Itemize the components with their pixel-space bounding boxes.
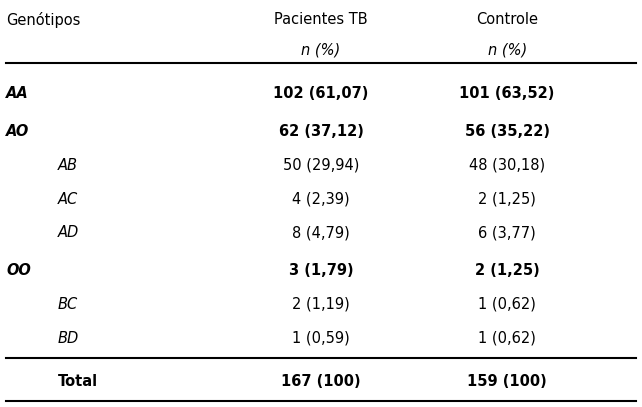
Text: AC: AC bbox=[58, 192, 78, 206]
Text: 159 (100): 159 (100) bbox=[467, 374, 547, 389]
Text: 102 (61,07): 102 (61,07) bbox=[273, 86, 369, 101]
Text: Pacientes TB: Pacientes TB bbox=[274, 12, 368, 27]
Text: AA: AA bbox=[6, 86, 29, 101]
Text: 62 (37,12): 62 (37,12) bbox=[279, 124, 363, 139]
Text: AO: AO bbox=[6, 124, 30, 139]
Text: 3 (1,79): 3 (1,79) bbox=[289, 263, 353, 278]
Text: 2 (1,25): 2 (1,25) bbox=[478, 192, 536, 206]
Text: 101 (63,52): 101 (63,52) bbox=[460, 86, 555, 101]
Text: 2 (1,19): 2 (1,19) bbox=[292, 297, 350, 312]
Text: 1 (0,62): 1 (0,62) bbox=[478, 297, 536, 312]
Text: OO: OO bbox=[6, 263, 31, 278]
Text: 8 (4,79): 8 (4,79) bbox=[292, 225, 350, 240]
Text: BC: BC bbox=[58, 297, 78, 312]
Text: n (%): n (%) bbox=[487, 43, 527, 58]
Text: 50 (29,94): 50 (29,94) bbox=[283, 158, 359, 173]
Text: 56 (35,22): 56 (35,22) bbox=[465, 124, 550, 139]
Text: 48 (30,18): 48 (30,18) bbox=[469, 158, 545, 173]
Text: Controle: Controle bbox=[476, 12, 538, 27]
Text: AD: AD bbox=[58, 225, 79, 240]
Text: 1 (0,62): 1 (0,62) bbox=[478, 331, 536, 346]
Text: 4 (2,39): 4 (2,39) bbox=[292, 192, 350, 206]
Text: Total: Total bbox=[58, 374, 98, 389]
Text: 6 (3,77): 6 (3,77) bbox=[478, 225, 536, 240]
Text: 1 (0,59): 1 (0,59) bbox=[292, 331, 350, 346]
Text: AB: AB bbox=[58, 158, 78, 173]
Text: 2 (1,25): 2 (1,25) bbox=[475, 263, 539, 278]
Text: BD: BD bbox=[58, 331, 79, 346]
Text: n (%): n (%) bbox=[301, 43, 341, 58]
Text: 167 (100): 167 (100) bbox=[281, 374, 361, 389]
Text: Genótipos: Genótipos bbox=[6, 12, 81, 28]
